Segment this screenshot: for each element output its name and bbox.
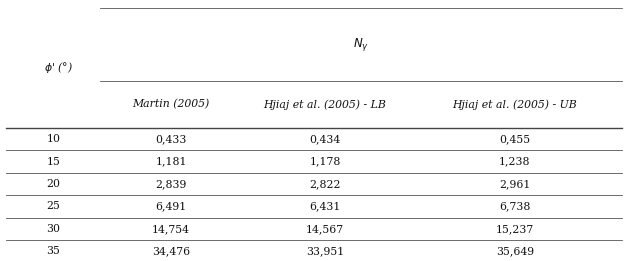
Text: 30: 30 xyxy=(46,224,60,234)
Text: 15: 15 xyxy=(46,157,60,167)
Text: Hjiaj et al. (2005) - UB: Hjiaj et al. (2005) - UB xyxy=(453,99,577,110)
Text: 0,433: 0,433 xyxy=(156,134,187,144)
Text: 2,839: 2,839 xyxy=(156,179,187,189)
Text: 2,961: 2,961 xyxy=(499,179,531,189)
Text: 6,431: 6,431 xyxy=(310,201,340,211)
Text: 1,238: 1,238 xyxy=(499,157,531,167)
Text: $\phi$' (°): $\phi$' (°) xyxy=(43,60,73,75)
Text: Martin (2005): Martin (2005) xyxy=(133,99,210,110)
Text: 15,237: 15,237 xyxy=(496,224,534,234)
Text: 0,434: 0,434 xyxy=(310,134,340,144)
Text: 14,567: 14,567 xyxy=(306,224,344,234)
Text: 34,476: 34,476 xyxy=(152,246,190,256)
Text: 33,951: 33,951 xyxy=(306,246,344,256)
Text: 0,455: 0,455 xyxy=(499,134,531,144)
Text: 1,181: 1,181 xyxy=(155,157,187,167)
Text: $N_\gamma$: $N_\gamma$ xyxy=(353,36,369,53)
Text: 35,649: 35,649 xyxy=(496,246,534,256)
Text: 35: 35 xyxy=(46,246,60,256)
Text: 6,738: 6,738 xyxy=(499,201,531,211)
Text: 2,822: 2,822 xyxy=(309,179,341,189)
Text: 10: 10 xyxy=(46,134,60,144)
Text: Hjiaj et al. (2005) - LB: Hjiaj et al. (2005) - LB xyxy=(264,99,386,110)
Text: 14,754: 14,754 xyxy=(152,224,190,234)
Text: 20: 20 xyxy=(46,179,60,189)
Text: 1,178: 1,178 xyxy=(310,157,340,167)
Text: 25: 25 xyxy=(46,201,60,211)
Text: 6,491: 6,491 xyxy=(156,201,187,211)
